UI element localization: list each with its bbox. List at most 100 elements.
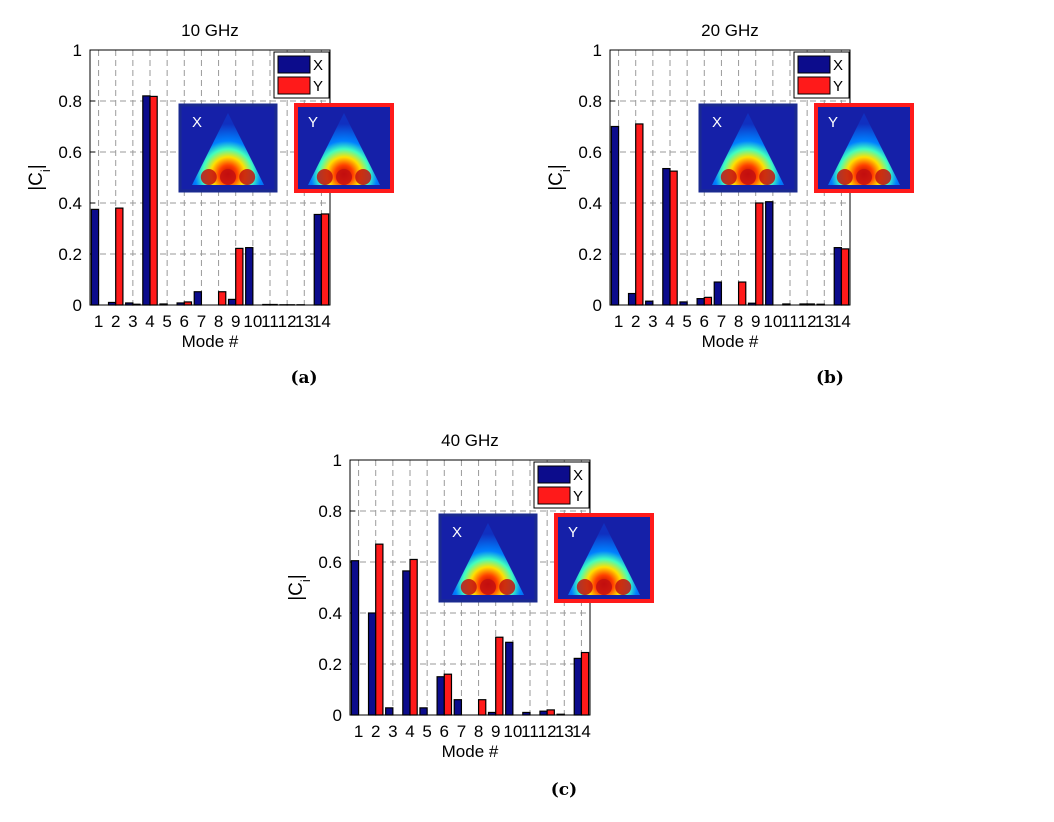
legend: XY: [793, 51, 850, 99]
legend: XY: [273, 51, 330, 99]
caption-a: (a): [290, 368, 318, 388]
legend-label: X: [313, 57, 323, 74]
bar-y-4: [669, 170, 678, 306]
legend-swatch-y: [277, 76, 311, 95]
bar-y-8: [477, 699, 487, 716]
inset-label: X: [192, 114, 202, 131]
x-tick-label: 14: [312, 312, 331, 331]
bar-x-14: [313, 213, 323, 306]
x-tick-label: 9: [491, 722, 500, 741]
x-tick-label: 1: [614, 312, 623, 331]
x-tick-label: 4: [405, 722, 414, 741]
x-tick-label: 5: [162, 312, 171, 331]
bar-y-14: [840, 248, 850, 306]
x-tick-label: 1: [94, 312, 103, 331]
bar-y-6: [703, 296, 713, 306]
x-tick-label: 4: [665, 312, 674, 331]
bar-x-1: [610, 125, 620, 306]
x-tick-label: 5: [682, 312, 691, 331]
bar-x-6: [436, 676, 445, 716]
bar-y-12: [546, 709, 555, 716]
inset-label: Y: [828, 114, 838, 131]
x-axis-label: Mode #: [702, 332, 759, 351]
inset-y: Y: [294, 103, 394, 193]
x-tick-label: 3: [128, 312, 137, 331]
bar-x-2: [367, 612, 377, 716]
bar-x-10: [765, 201, 774, 306]
x-axis-label: Mode #: [182, 332, 239, 351]
inset-x: X: [438, 513, 538, 603]
x-tick-label: 5: [422, 722, 431, 741]
x-tick-label: 8: [734, 312, 743, 331]
x-tick-label: 6: [180, 312, 189, 331]
bar-x-1: [350, 560, 360, 716]
bar-y-14: [580, 651, 590, 716]
bar-x-3: [645, 300, 654, 306]
y-tick-label: 0.2: [318, 655, 342, 674]
bar-y-4: [409, 558, 418, 716]
x-tick-label: 3: [388, 722, 397, 741]
x-tick-label: 10: [503, 722, 522, 741]
x-tick-label: 2: [111, 312, 120, 331]
bar-x-14: [573, 657, 583, 716]
x-tick-label: 7: [197, 312, 206, 331]
chart-title: 20 GHz: [701, 21, 759, 40]
y-tick-label: 0.8: [58, 92, 82, 111]
x-tick-label: 13: [295, 312, 314, 331]
x-tick-label: 11: [781, 312, 799, 331]
x-tick-label: 11: [521, 722, 539, 741]
bar-y-2: [375, 543, 384, 716]
bar-y-6: [443, 673, 453, 716]
inset-x: X: [178, 103, 278, 193]
y-tick-label: 0.2: [58, 245, 82, 264]
bar-x-3: [385, 707, 394, 716]
x-tick-label: 12: [538, 722, 557, 741]
chart-title: 10 GHz: [181, 21, 239, 40]
x-tick-label: 10: [763, 312, 782, 331]
bar-x-10: [245, 247, 254, 306]
legend-swatch-x: [277, 55, 311, 74]
x-tick-label: 6: [440, 722, 449, 741]
y-tick-label: 0.8: [578, 92, 602, 111]
y-tick-label: 1: [73, 41, 82, 60]
inset-x: X: [698, 103, 798, 193]
x-tick-label: 2: [371, 722, 380, 741]
x-tick-label: 13: [815, 312, 834, 331]
bar-y-4: [149, 95, 158, 306]
bar-x-7: [193, 291, 203, 306]
legend-label: X: [573, 467, 583, 484]
inset-y: Y: [554, 513, 654, 603]
chart-title: 40 GHz: [441, 431, 499, 450]
x-tick-label: 6: [700, 312, 709, 331]
y-axis-label: |Ci|: [26, 164, 53, 191]
x-axis-label: Mode #: [442, 742, 499, 761]
legend-swatch-y: [797, 76, 831, 95]
bar-x-12: [539, 710, 548, 716]
legend-swatch-y: [537, 486, 571, 505]
bar-x-10: [505, 641, 514, 716]
bar-x-2: [627, 292, 637, 306]
legend-swatch-x: [537, 465, 571, 484]
bar-y-9: [495, 636, 504, 716]
y-tick-label: 1: [333, 451, 342, 470]
bar-y-14: [320, 213, 330, 306]
y-axis-label: |Ci|: [286, 574, 313, 601]
y-tick-label: 0.2: [578, 245, 602, 264]
x-tick-label: 14: [832, 312, 851, 331]
y-tick-label: 0.6: [58, 143, 82, 162]
legend-label: Y: [313, 78, 323, 95]
y-tick-label: 0: [593, 296, 602, 315]
inset-label: X: [452, 524, 462, 541]
bar-x-1: [90, 208, 100, 306]
y-axis-label: |Ci|: [546, 164, 573, 191]
chart-panel-c: 40 GHz 0 0.2 0.4 0.6 0.8 1 1 2 3 4 5 6 7 8 9 10 11 12 13 14 M…: [270, 418, 654, 798]
bar-x-5: [419, 707, 428, 716]
x-tick-label: 7: [717, 312, 726, 331]
bar-y-8: [737, 281, 747, 306]
x-tick-label: 10: [243, 312, 262, 331]
y-tick-label: 0.4: [58, 194, 82, 213]
x-tick-label: 12: [798, 312, 817, 331]
